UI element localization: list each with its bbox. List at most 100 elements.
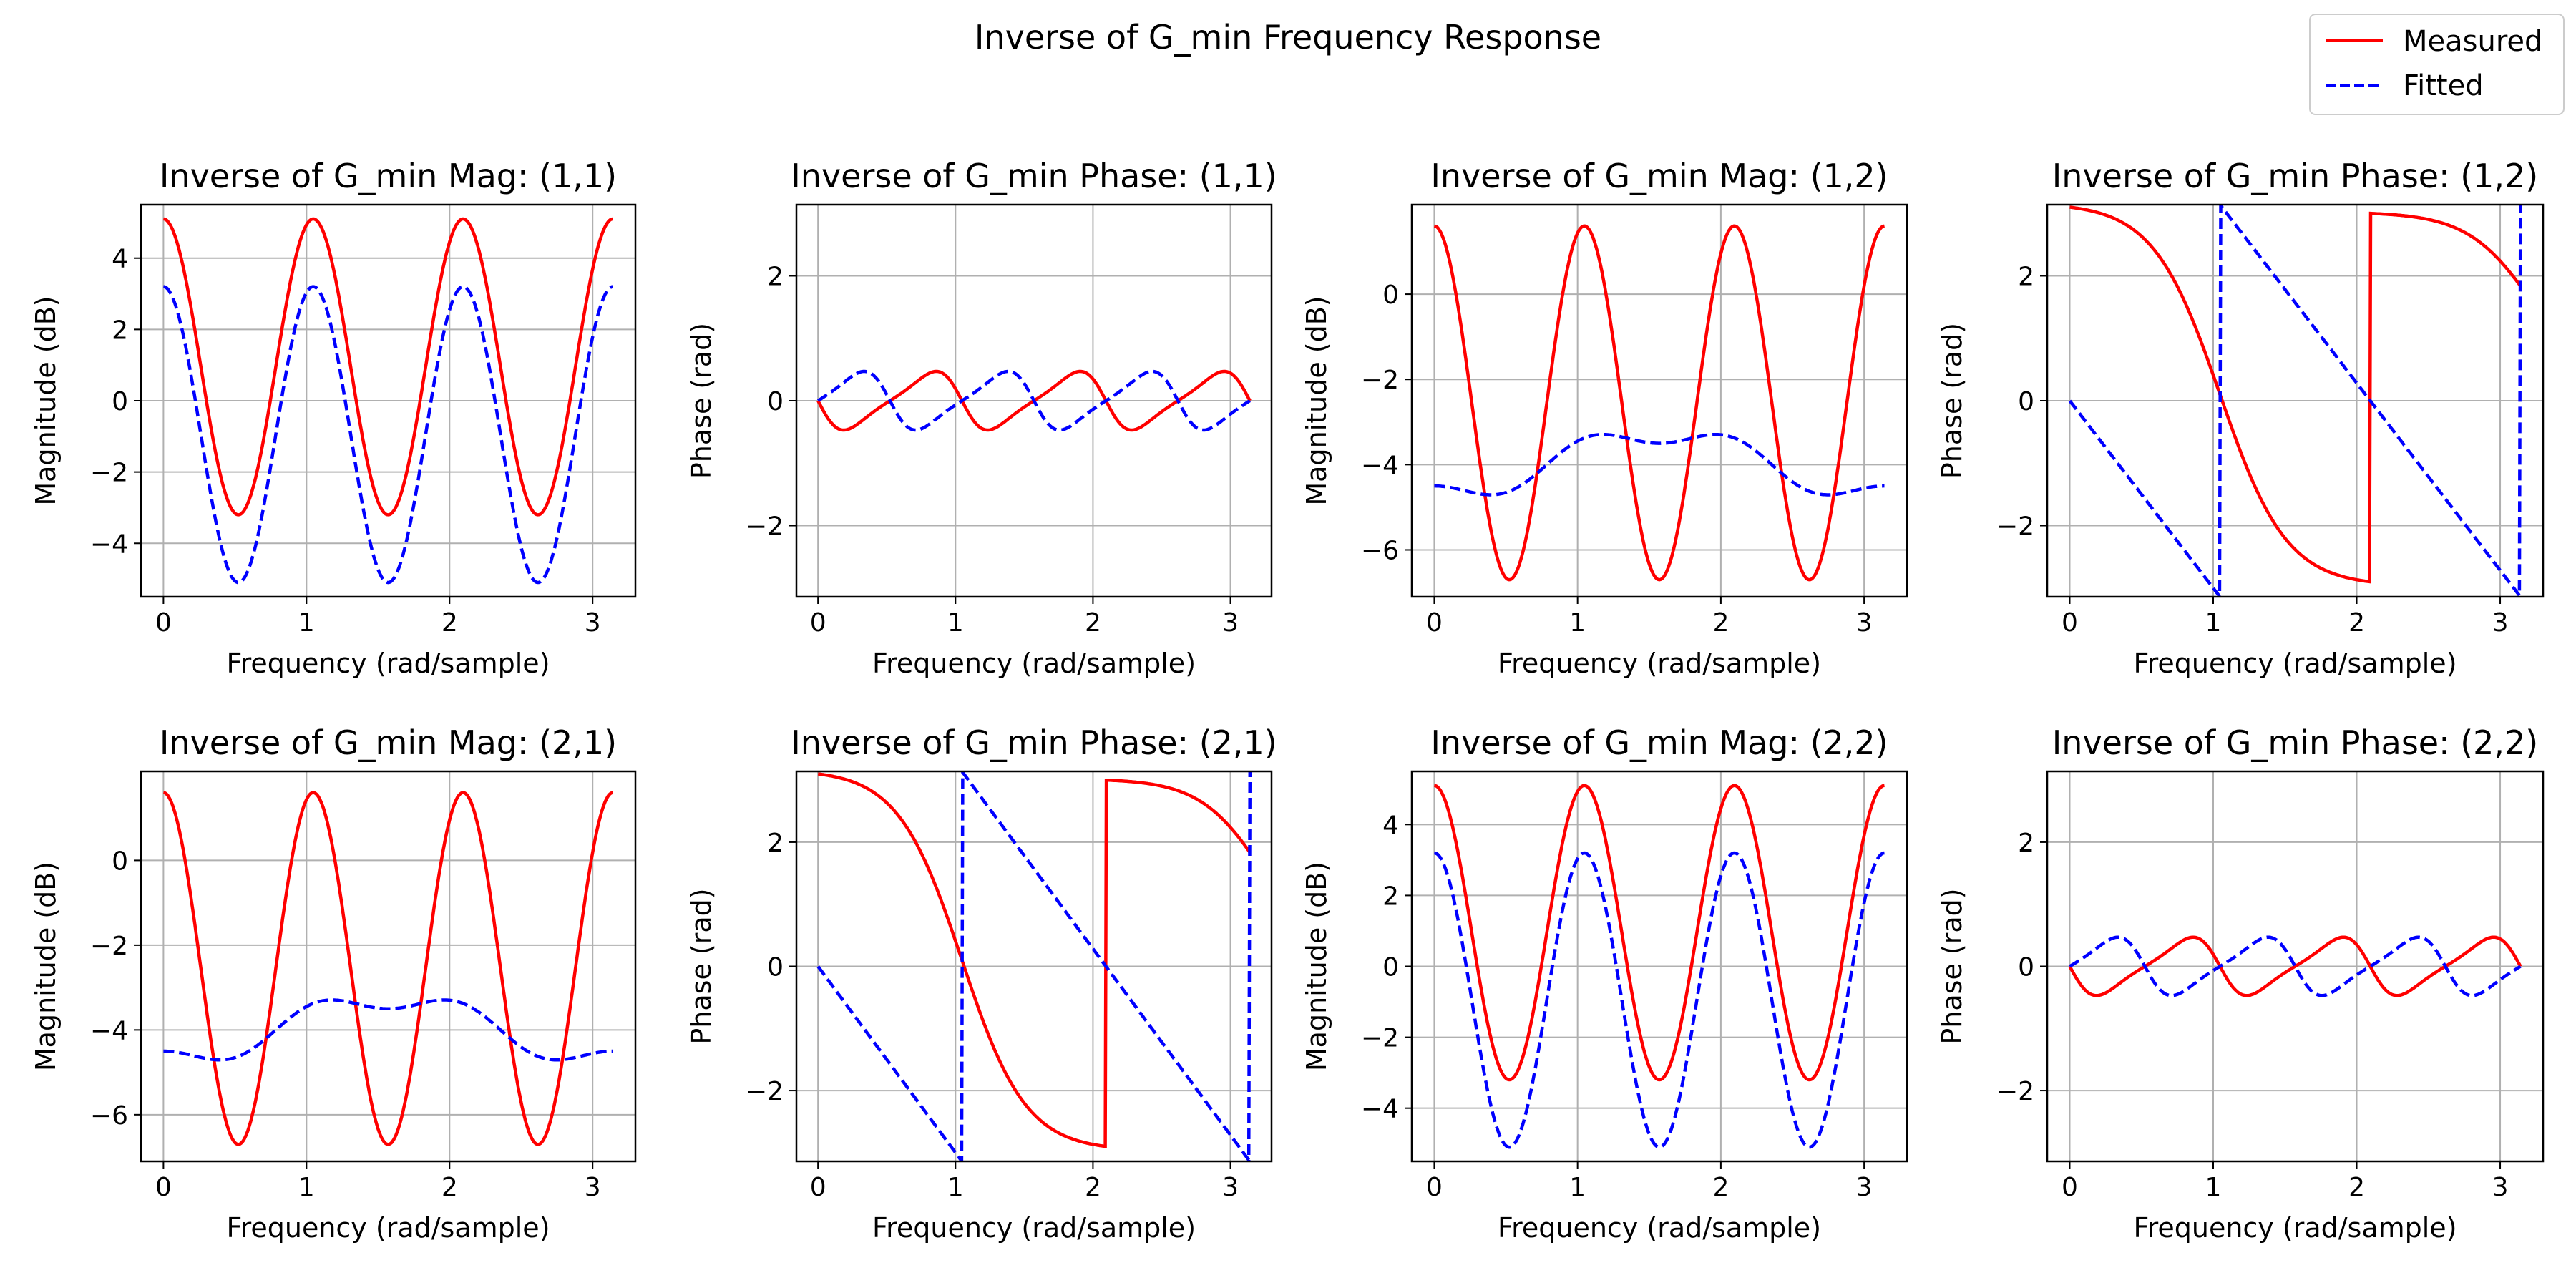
x-axis-label: Frequency (rad/sample): [2133, 648, 2457, 679]
y-axis-label: Magnitude (dB): [30, 296, 62, 505]
x-axis-label: Frequency (rad/sample): [872, 1212, 1196, 1244]
x-tick-label: 1: [2205, 608, 2222, 638]
x-tick-label: 0: [1426, 608, 1443, 638]
series-line-fitted: [163, 998, 613, 1062]
y-tick-label: 2: [767, 829, 784, 858]
x-tick-label: 1: [298, 1173, 315, 1202]
y-tick-label: −2: [746, 512, 784, 542]
x-tick-label: 1: [947, 1173, 964, 1202]
subplot-title: Inverse of G_min Mag: (2,2): [1430, 723, 1888, 762]
subplot-8: 0 1 2 3 −2 0 2 Inverse of G_min Phase: (2,2) Fre…: [1936, 723, 2545, 1244]
subplot-title: Inverse of G_min Mag: (1,1): [160, 157, 617, 195]
y-tick-label: 0: [767, 387, 784, 416]
series-line-measured: [162, 791, 613, 1146]
series-line-measured: [817, 772, 1252, 1148]
y-axis-label: Phase (rad): [686, 323, 717, 479]
y-tick-label: 2: [112, 316, 128, 345]
x-axis-label: Frequency (rad/sample): [872, 648, 1196, 679]
series-line-measured: [162, 217, 613, 517]
series-line-fitted: [2069, 935, 2522, 997]
y-tick-label: 0: [1382, 953, 1399, 982]
x-tick-label: 3: [2492, 608, 2509, 638]
x-tick-label: 0: [1426, 1173, 1443, 1202]
subplot-4: 0 1 2 3 −2 0 2 Inverse of G_min Phase: (1,2) Fre…: [1936, 157, 2545, 679]
figure-title: Inverse of G_min Frequency Response: [975, 18, 1601, 57]
y-axis-label: Phase (rad): [686, 888, 717, 1044]
x-tick-label: 1: [2205, 1173, 2222, 1202]
x-tick-label: 3: [1222, 608, 1239, 638]
x-tick-label: 1: [1569, 608, 1586, 638]
y-tick-label: −4: [90, 1016, 128, 1045]
x-tick-label: 2: [2348, 1173, 2365, 1202]
y-axis-label: Magnitude (dB): [30, 862, 62, 1071]
x-tick-label: 2: [1712, 608, 1729, 638]
x-axis-label: Frequency (rad/sample): [1498, 1212, 1821, 1244]
x-tick-label: 3: [1856, 608, 1873, 638]
x-tick-label: 3: [585, 608, 601, 638]
subplot-7: 0 1 2 3 −4 −2 0 2 4 Inverse of G_min Mag: (2,2) Fr…: [1301, 723, 1908, 1244]
y-tick-label: 4: [1382, 811, 1399, 840]
subplot-5: 0 1 2 3 −6 −4 −2 0 Inverse of G_min Mag: (2,1) Fr…: [30, 723, 637, 1244]
subplot-title: Inverse of G_min Phase: (1,2): [2052, 157, 2539, 195]
subplot-2: 0 1 2 3 −2 0 2 Inverse of G_min Phase: (1,1) Fre…: [686, 157, 1277, 679]
y-tick-label: −2: [1996, 1077, 2034, 1106]
x-tick-label: 2: [441, 608, 458, 638]
y-tick-label: 0: [1382, 280, 1399, 310]
subplot-3: 0 1 2 3 −6 −4 −2 0 Inverse of G_min Mag: (1,2) Fr…: [1301, 157, 1908, 679]
subplot-grid: 0 1 2 3 −4 −2 0 2 4 Inverse of G_min Mag: (1,1) Fr…: [30, 157, 2545, 1244]
subplot-title: Inverse of G_min Phase: (2,2): [2052, 723, 2539, 762]
y-tick-label: 4: [112, 245, 128, 274]
subplot-6: 0 1 2 3 −2 0 2 Inverse of G_min Phase: (2,1) Fre…: [686, 723, 1277, 1244]
y-tick-label: −2: [90, 459, 128, 488]
x-tick-label: 0: [155, 1173, 172, 1202]
y-axis-label: Phase (rad): [1936, 888, 1968, 1044]
x-axis-label: Frequency (rad/sample): [226, 648, 550, 679]
x-tick-label: 0: [2062, 608, 2078, 638]
series-line-measured: [2069, 205, 2522, 584]
legend-label-fitted: Fitted: [2403, 69, 2484, 102]
y-tick-label: 0: [2018, 953, 2034, 982]
legend-label-measured: Measured: [2403, 25, 2542, 58]
x-tick-label: 2: [1085, 608, 1101, 638]
y-tick-label: 2: [1382, 882, 1399, 911]
x-tick-label: 3: [1856, 1173, 1873, 1202]
y-tick-label: −2: [1361, 366, 1399, 395]
x-tick-label: 3: [2492, 1173, 2509, 1202]
subplot-title: Inverse of G_min Phase: (2,1): [791, 723, 1277, 762]
y-tick-label: −4: [1361, 1095, 1399, 1124]
x-tick-label: 2: [1085, 1173, 1101, 1202]
y-tick-label: 0: [767, 953, 784, 982]
x-tick-label: 0: [810, 608, 826, 638]
subplot-title: Inverse of G_min Mag: (1,2): [1430, 157, 1888, 195]
x-tick-label: 0: [810, 1173, 826, 1202]
y-axis-label: Magnitude (dB): [1301, 862, 1332, 1071]
subplot-title: Inverse of G_min Phase: (1,1): [791, 157, 1277, 195]
y-tick-label: 2: [767, 262, 784, 291]
y-tick-label: −4: [1361, 451, 1399, 480]
x-axis-label: Frequency (rad/sample): [2133, 1212, 2457, 1244]
x-tick-label: 1: [947, 608, 964, 638]
y-tick-label: −6: [1361, 536, 1399, 565]
x-tick-label: 0: [2062, 1173, 2078, 1202]
series-line-fitted: [163, 285, 613, 585]
y-tick-label: −2: [1361, 1024, 1399, 1053]
x-tick-label: 3: [1222, 1173, 1239, 1202]
y-tick-label: 0: [112, 387, 128, 416]
series-line-fitted: [1434, 851, 1885, 1149]
y-tick-label: 0: [2018, 387, 2034, 416]
y-tick-label: 2: [2018, 262, 2034, 291]
y-tick-label: −2: [90, 932, 128, 961]
axes-frame: [1410, 203, 1908, 598]
y-tick-label: −2: [746, 1077, 784, 1106]
y-axis-label: Magnitude (dB): [1301, 296, 1332, 505]
x-axis-label: Frequency (rad/sample): [1498, 648, 1821, 679]
y-tick-label: 2: [2018, 829, 2034, 858]
y-tick-label: −2: [1996, 512, 2034, 542]
y-tick-label: −6: [90, 1101, 128, 1131]
y-tick-label: 0: [112, 847, 128, 876]
series-line-measured: [1434, 784, 1885, 1082]
x-tick-label: 1: [1569, 1173, 1586, 1202]
x-axis-label: Frequency (rad/sample): [226, 1212, 550, 1244]
